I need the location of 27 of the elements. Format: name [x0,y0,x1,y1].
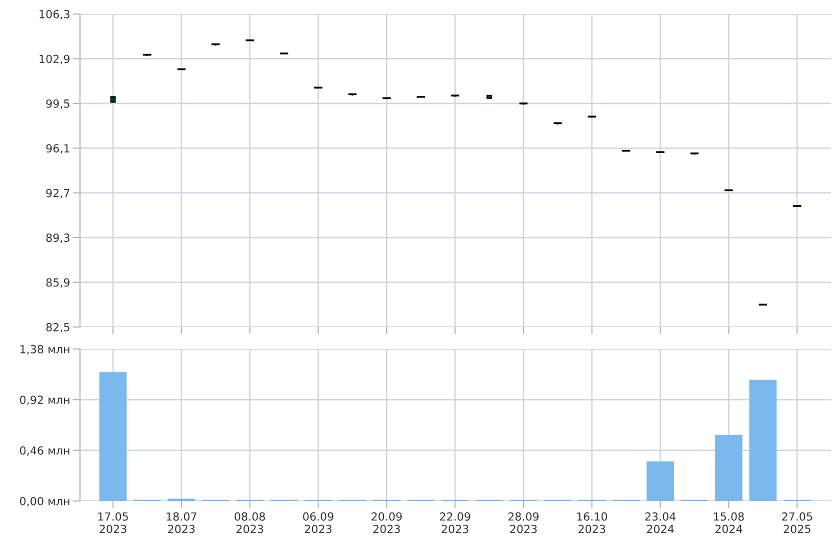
y-tick-label: 1,38 млн [20,344,70,355]
y-tick-label: 0,46 млн [20,446,70,456]
x-tick-label: 23.04 2024 [645,512,676,534]
bar [749,380,777,501]
y-tick-label: 89,3 [46,234,70,244]
x-tick-label: 06.09 2023 [303,512,334,534]
x-tick-label: 20.09 2023 [372,512,402,534]
y-tick-label: 92,7 [46,188,70,198]
x-tick-label: 08.08 2023 [234,512,265,534]
x-tick-label: 16.10 2023 [577,512,608,534]
x-tick-label: 22.09 2023 [440,512,470,534]
x-tick-label: 18.07 2023 [166,512,196,534]
y-tick-label: 85,9 [46,278,70,288]
x-tick-label: 28.09 2023 [508,512,539,534]
y-tick-label: 106,3 [40,10,70,20]
x-tick-label: 27.05 2025 [782,512,812,534]
bar [646,461,674,501]
y-tick-label: 99,5 [46,99,70,109]
y-tick-label: 0,92 млн [20,396,70,406]
bar [715,434,742,501]
y-tick-label: 96,1 [46,144,70,154]
y-tick-label: 0,00 млн [20,496,70,507]
y-tick-label: 102,9 [40,54,70,64]
x-tick-label: 15.08 2024 [714,512,744,534]
y-tick-label: 82,5 [46,322,70,333]
x-tick-label: 17.05 2023 [98,512,128,534]
bar [99,372,127,501]
